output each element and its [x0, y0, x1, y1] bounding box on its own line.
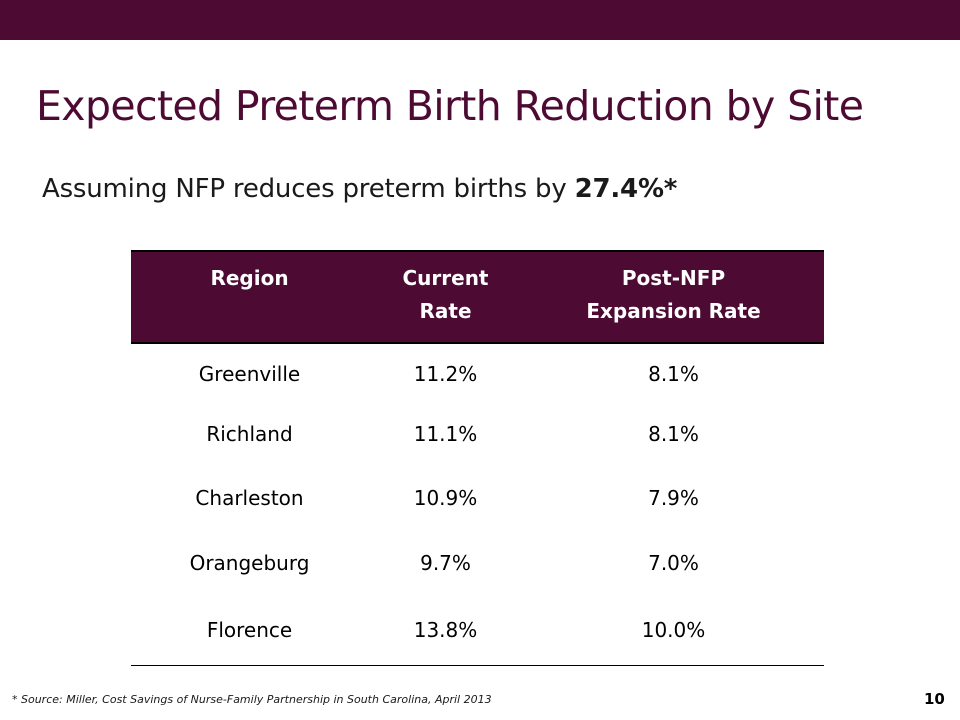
- table-row: Florence 13.8% 10.0%: [131, 595, 824, 665]
- table-row: Greenville 11.2% 8.1%: [131, 343, 824, 403]
- cell-post-nfp-rate: 7.0%: [648, 550, 699, 575]
- cell-region: Florence: [206, 617, 293, 642]
- header-post-line2: Expansion Rate: [586, 299, 761, 323]
- table-body: Greenville 11.2% 8.1% Richland 11.1% 8.1…: [131, 343, 824, 665]
- slide-subtitle: Assuming NFP reduces preterm births by 2…: [42, 174, 677, 204]
- cell-region: Richland: [206, 422, 293, 446]
- cell-current-rate: 11.2%: [413, 361, 478, 386]
- table-header: Region Current Rate Post-NFP Expansion Rat…: [131, 251, 824, 343]
- header-current-line2: Rate: [419, 299, 472, 323]
- cell-current-rate: 10.9%: [413, 485, 478, 510]
- cell-current-rate: 9.7%: [420, 550, 471, 575]
- table-row: Orangeburg 9.7% 7.0%: [131, 530, 824, 595]
- cell-region: Orangeburg: [189, 550, 310, 575]
- table-header-row: Region Current Rate Post-NFP Expansion Rat…: [131, 251, 824, 343]
- subtitle-text: Assuming NFP reduces preterm births by: [42, 174, 575, 204]
- header-post-line1: Post-NFP: [621, 266, 726, 290]
- header-current-line1: Current: [402, 266, 489, 290]
- source-footnote: * Source: Miller, Cost Savings of Nurse-…: [12, 693, 492, 706]
- cell-region: Charleston: [195, 485, 304, 510]
- cell-post-nfp-rate: 8.1%: [648, 422, 699, 446]
- header-current-rate: Current Rate: [368, 251, 523, 343]
- table-row: Charleston 10.9% 7.9%: [131, 465, 824, 530]
- slide-number: 10: [924, 690, 945, 708]
- header-region-label: Region: [210, 266, 289, 290]
- header-region: Region: [131, 251, 368, 343]
- slide-title: Expected Preterm Birth Reduction by Site: [36, 82, 864, 130]
- cell-post-nfp-rate: 8.1%: [648, 361, 699, 386]
- cell-post-nfp-rate: 10.0%: [641, 617, 706, 642]
- cell-region: Greenville: [198, 361, 301, 386]
- preterm-rate-table: Region Current Rate Post-NFP Expansion Rat…: [131, 250, 824, 666]
- cell-current-rate: 11.1%: [413, 422, 478, 446]
- top-accent-bar: [0, 0, 960, 40]
- table-row: Richland 11.1% 8.1%: [131, 403, 824, 465]
- cell-current-rate: 13.8%: [413, 617, 478, 642]
- subtitle-percentage: 27.4%*: [574, 174, 678, 204]
- cell-post-nfp-rate: 7.9%: [648, 485, 699, 510]
- header-post-nfp-rate: Post-NFP Expansion Rate: [523, 251, 824, 343]
